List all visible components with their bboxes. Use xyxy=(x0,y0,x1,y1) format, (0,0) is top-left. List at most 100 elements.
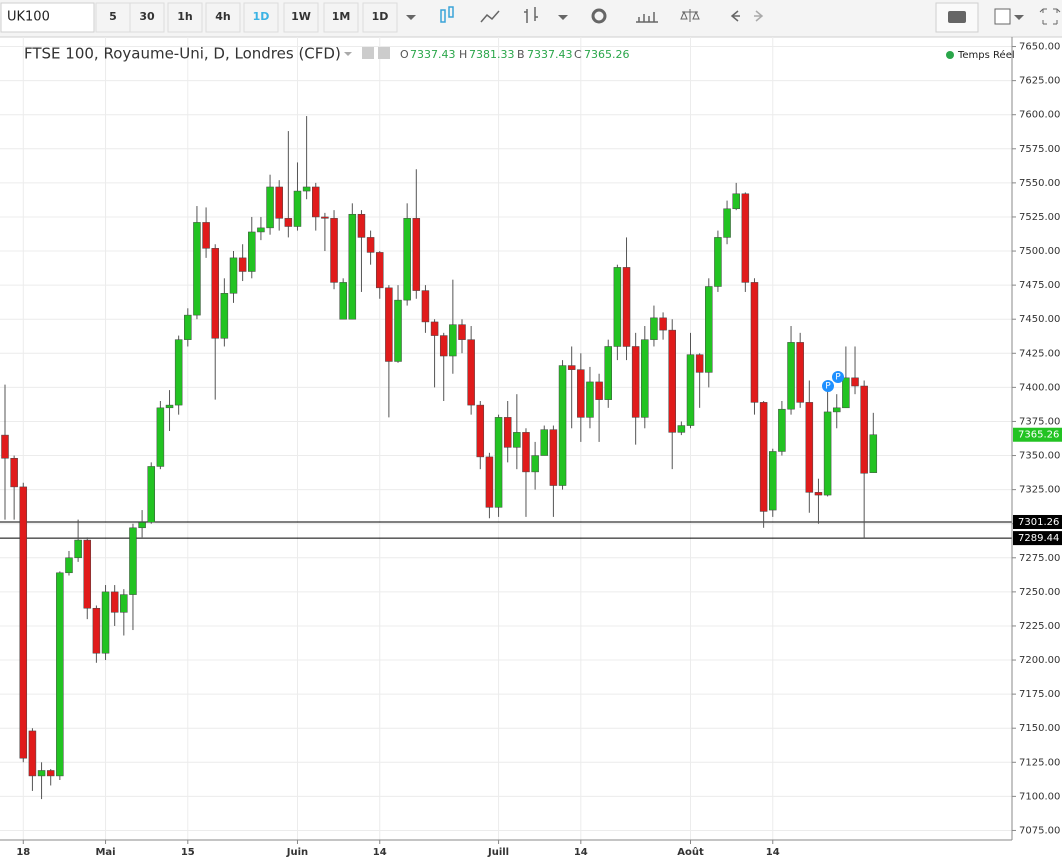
interval-label: 1D xyxy=(253,10,270,23)
legend-settings[interactable] xyxy=(362,47,374,59)
candle-body xyxy=(695,354,704,373)
toolbar-icons xyxy=(406,2,1061,33)
y-tick-label: 7200.00 xyxy=(1019,655,1060,666)
interval-button[interactable] xyxy=(362,2,398,33)
candle-body xyxy=(714,237,722,287)
indicators-icon[interactable] xyxy=(636,12,658,23)
candle-body xyxy=(677,425,686,433)
symbol-input[interactable] xyxy=(0,2,95,33)
candle-body xyxy=(138,522,146,529)
interval-button[interactable] xyxy=(283,2,319,33)
candle-body xyxy=(823,411,832,496)
line-icon[interactable] xyxy=(480,10,500,23)
candle-body xyxy=(796,342,804,403)
interval-label: 4h xyxy=(215,10,231,23)
candle-body xyxy=(202,222,210,249)
candle-body xyxy=(832,407,841,413)
candle-body xyxy=(193,222,201,316)
x-tick-label: Mai xyxy=(95,847,115,858)
x-tick-label: 18 xyxy=(16,847,30,858)
candle-body xyxy=(147,466,155,523)
interval-button[interactable] xyxy=(205,2,241,33)
candle-body xyxy=(750,282,759,403)
candle-body xyxy=(732,193,740,210)
candle-body xyxy=(567,365,576,370)
layout-icon[interactable] xyxy=(994,8,1011,25)
y-tick-label: 7325.00 xyxy=(1019,485,1060,496)
y-tick-label: 7500.00 xyxy=(1019,246,1060,257)
candle-body xyxy=(467,339,475,406)
candle-body xyxy=(257,227,265,233)
bars-icon[interactable] xyxy=(524,7,538,23)
interval-label: 30 xyxy=(139,10,155,23)
y-tick-label: 7250.00 xyxy=(1019,587,1060,598)
y-tick-label: 7225.00 xyxy=(1019,621,1060,632)
candle-body xyxy=(421,290,430,323)
y-tick-label: 7275.00 xyxy=(1019,553,1060,564)
candle-body xyxy=(577,369,585,418)
candle-body xyxy=(769,451,777,511)
candle-body xyxy=(412,218,421,291)
candle-body xyxy=(604,346,612,400)
candle-body xyxy=(458,324,466,340)
x-tick-label: Juin xyxy=(286,847,308,858)
y-tick-label: 7550.00 xyxy=(1019,178,1060,189)
y-tick-label: 7100.00 xyxy=(1019,791,1060,802)
dropdown-arrow[interactable] xyxy=(406,15,1024,20)
candle-body xyxy=(494,417,503,508)
legend-menu[interactable] xyxy=(344,52,352,56)
legend-field-label: H xyxy=(459,48,467,61)
y-tick-label: 7350.00 xyxy=(1019,451,1060,462)
event-marker-label: P xyxy=(835,373,841,383)
compare-icon[interactable] xyxy=(680,9,700,22)
status-text: Temps Réel xyxy=(957,49,1015,61)
y-tick-label: 7525.00 xyxy=(1019,212,1060,223)
candle-body xyxy=(613,267,622,347)
candle-body xyxy=(284,218,293,227)
candle-body xyxy=(321,216,329,219)
interval-button[interactable] xyxy=(95,2,131,33)
interval-button[interactable] xyxy=(129,2,165,33)
candle-body xyxy=(439,335,448,357)
candle-body xyxy=(275,186,283,219)
legend-field-value: 7337.43 xyxy=(527,48,573,61)
candle-body xyxy=(723,208,731,238)
price-line-label: 7301.26 xyxy=(1018,517,1059,528)
interval-label: 1W xyxy=(291,10,311,23)
last-price-label: 7365.26 xyxy=(1018,430,1059,441)
candle-body xyxy=(641,339,649,418)
symbol-text: UK100 xyxy=(7,10,50,25)
settings-icon[interactable] xyxy=(591,8,607,24)
candle-body xyxy=(705,286,713,373)
fullscreen-icon[interactable] xyxy=(1039,8,1061,25)
interval-button[interactable] xyxy=(167,2,203,33)
candle-body xyxy=(449,324,457,357)
candle-body xyxy=(759,402,768,512)
y-tick-label: 7150.00 xyxy=(1019,723,1060,734)
y-tick-label: 7075.00 xyxy=(1019,825,1060,836)
event-marker-label: P xyxy=(825,382,831,392)
candle-body xyxy=(211,248,219,339)
interval-label: 5 xyxy=(109,10,117,23)
candle-body xyxy=(522,432,530,473)
x-tick-label: Juill xyxy=(487,847,509,858)
interval-button[interactable] xyxy=(323,2,359,33)
legend-hide[interactable] xyxy=(378,47,390,59)
candle-body xyxy=(686,354,695,426)
candle-body xyxy=(266,186,274,229)
candle-body xyxy=(403,218,411,301)
candle-body xyxy=(842,377,850,409)
candle-body xyxy=(394,299,402,362)
candle-body xyxy=(869,434,878,473)
interval-button[interactable] xyxy=(243,2,279,33)
y-tick-label: 7175.00 xyxy=(1019,689,1060,700)
plot-area: PP xyxy=(0,37,1012,840)
candle-body xyxy=(92,607,101,654)
candle-body xyxy=(650,317,658,340)
redo-icon[interactable] xyxy=(754,10,764,22)
candles-icon[interactable] xyxy=(440,6,454,23)
undo-icon[interactable] xyxy=(730,10,740,22)
legend-field-value: 7337.43 xyxy=(410,48,456,61)
camera-icon xyxy=(948,11,966,23)
candle-body xyxy=(860,385,868,474)
